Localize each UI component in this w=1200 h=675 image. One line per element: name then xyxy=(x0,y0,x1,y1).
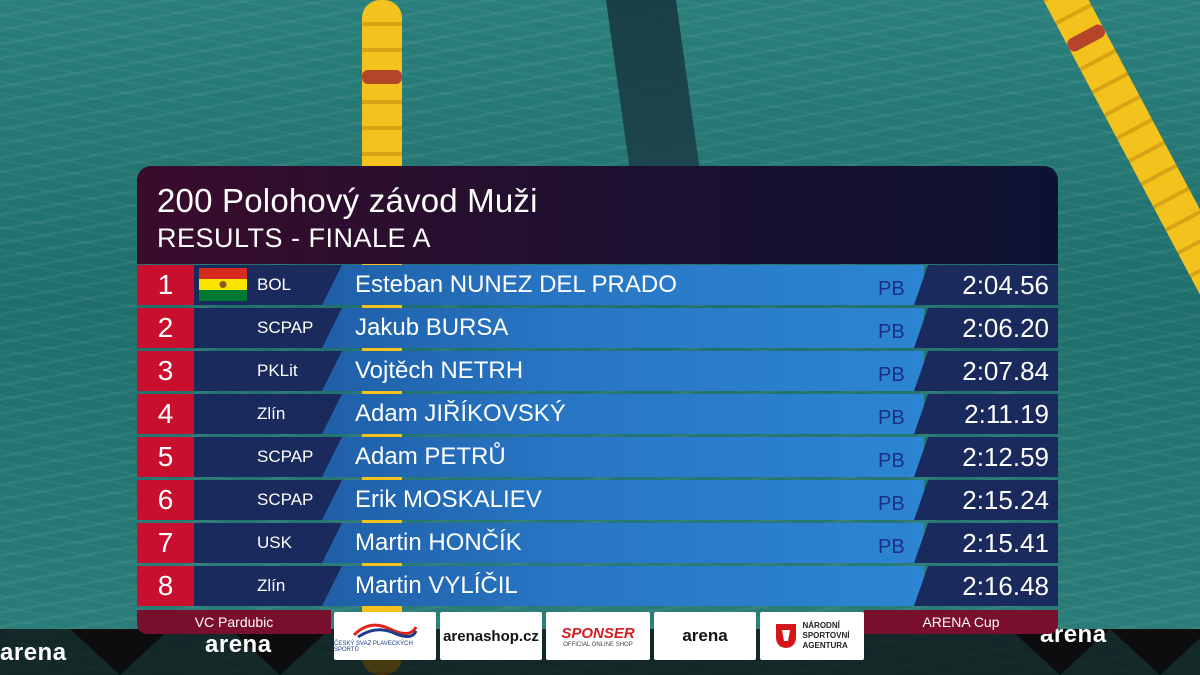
club-code: PKLit xyxy=(257,361,298,380)
pb-badge: PB xyxy=(878,493,905,515)
sponsor-strip: ČESKÝ SVAZ PLAVECKÝCH SPORTŮ arenashop.c… xyxy=(334,612,864,660)
pb-badge: PB xyxy=(878,407,905,429)
result-row: 8 Zlín Martin VYLÍČIL 2:16.48 xyxy=(137,566,1058,606)
competition-label: ARENA Cup xyxy=(864,610,1058,634)
swimmer-name: Martin VYLÍČIL xyxy=(355,572,518,599)
pb-badge: PB xyxy=(878,278,905,300)
banner-arena-logo: arena xyxy=(0,639,67,666)
pb-badge: PB xyxy=(878,321,905,343)
swimmer-name: Vojtěch NETRH xyxy=(355,357,524,384)
rank: 3 xyxy=(137,351,194,391)
sponsor-sponser: SPONSER OFFICIAL ONLINE SHOP xyxy=(546,612,650,660)
sponsor-arena: arena xyxy=(654,612,756,660)
result-row: 1 BOL Esteban NUNEZ DEL PRADO PB 2:04.56 xyxy=(137,265,1058,305)
banner-flag xyxy=(70,629,170,675)
rank: 7 xyxy=(137,523,194,563)
club-code: USK xyxy=(257,533,292,552)
venue-label: VC Pardubic xyxy=(137,610,331,634)
pb-badge: PB xyxy=(878,536,905,558)
rope-band xyxy=(1065,22,1108,54)
results-footer: VC Pardubic ARENA Cup xyxy=(137,610,1058,634)
coat-of-arms-icon xyxy=(775,624,796,648)
pb-badge: PB xyxy=(878,364,905,386)
finish-time: 2:12.59 xyxy=(962,442,1049,472)
bolivia-flag-icon xyxy=(199,268,247,301)
results-board: 200 Polohový závod Muži RESULTS - FINALE… xyxy=(137,166,1058,634)
nsa-line: NÁRODNÍ xyxy=(802,621,840,630)
sponsor-sponser-name: SPONSER xyxy=(561,624,635,642)
nsa-line: SPORTOVNÍ xyxy=(802,631,850,640)
result-row: 2 SCPAP Jakub BURSA PB 2:06.20 xyxy=(137,308,1058,348)
finish-time: 2:07.84 xyxy=(962,356,1049,386)
finish-time: 2:16.48 xyxy=(962,571,1049,601)
sponsor-caption: OFFICIAL ONLINE SHOP xyxy=(563,641,633,648)
banner-arena-logo: arena xyxy=(205,631,272,658)
result-row: 5 SCPAP Adam PETRŮ PB 2:12.59 xyxy=(137,437,1058,477)
banner-flag xyxy=(1110,629,1200,675)
finish-time: 2:04.56 xyxy=(962,270,1049,300)
finish-time: 2:06.20 xyxy=(962,313,1049,343)
club-code: SCPAP xyxy=(257,318,314,337)
club-code: BOL xyxy=(257,275,292,294)
rank: 1 xyxy=(137,265,194,305)
result-row: 6 SCPAP Erik MOSKALIEV PB 2:15.24 xyxy=(137,480,1058,520)
club-code: SCPAP xyxy=(257,447,314,466)
event-subtitle: RESULTS - FINALE A xyxy=(157,223,432,253)
result-row: 3 PKLit Vojtěch NETRH PB 2:07.84 xyxy=(137,351,1058,391)
rank: 4 xyxy=(137,394,194,434)
result-row: 4 Zlín Adam JIŘÍKOVSKÝ PB 2:11.19 xyxy=(137,394,1058,434)
finish-time: 2:15.24 xyxy=(962,485,1049,515)
swimmer-name: Jakub BURSA xyxy=(355,314,509,341)
finish-time: 2:15.41 xyxy=(962,528,1049,558)
rank: 2 xyxy=(137,308,194,348)
event-title: 200 Polohový závod Muži xyxy=(157,182,538,219)
sponsor-arenashop: arenashop.cz xyxy=(440,612,542,660)
club-code: Zlín xyxy=(257,576,286,595)
pb-badge: PB xyxy=(878,450,905,472)
swimmer-name: Esteban NUNEZ DEL PRADO xyxy=(355,271,677,298)
rank: 8 xyxy=(137,566,194,606)
rope-band xyxy=(362,70,402,84)
swimmer-name: Adam JIŘÍKOVSKÝ xyxy=(355,400,566,427)
result-row: 7 USK Martin HONČÍK PB 2:15.41 xyxy=(137,523,1058,563)
swimmer-name: Erik MOSKALIEV xyxy=(355,486,542,513)
nsa-line: AGENTURA xyxy=(802,641,848,650)
sponsor-cspps-logo: ČESKÝ SVAZ PLAVECKÝCH SPORTŮ xyxy=(334,612,436,660)
rank: 6 xyxy=(137,480,194,520)
swimmer-name: Adam PETRŮ xyxy=(355,443,506,470)
results-header: 200 Polohový závod Muži RESULTS - FINALE… xyxy=(137,166,1058,264)
sponsor-caption: ČESKÝ SVAZ PLAVECKÝCH SPORTŮ xyxy=(334,641,413,653)
rank: 5 xyxy=(137,437,194,477)
club-code: SCPAP xyxy=(257,490,314,509)
swimmer-name: Martin HONČÍK xyxy=(355,529,522,556)
club-code: Zlín xyxy=(257,404,286,423)
nsa-text: NÁRODNÍ SPORTOVNÍ AGENTURA xyxy=(803,621,850,651)
cspps-swoosh-icon xyxy=(352,623,418,639)
finish-time: 2:11.19 xyxy=(964,399,1049,429)
sponsor-nsa: NÁRODNÍ SPORTOVNÍ AGENTURA xyxy=(760,612,864,660)
